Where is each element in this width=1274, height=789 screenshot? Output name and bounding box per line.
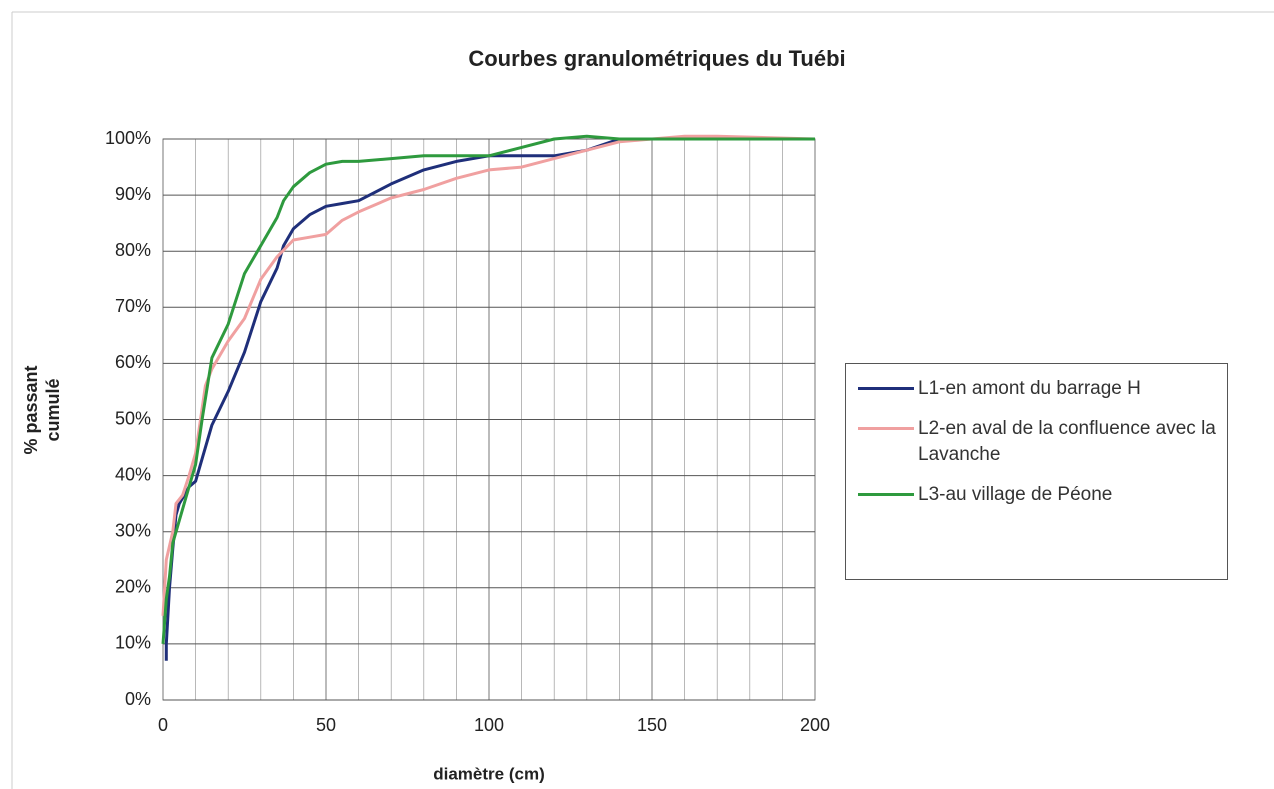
legend-swatch <box>858 493 914 496</box>
legend-label: L1-en amont du barrage H <box>918 378 1141 399</box>
y-tick-label: 70% <box>115 296 151 316</box>
y-tick-label: 90% <box>115 184 151 204</box>
y-tick-label: 0% <box>125 689 151 709</box>
x-axis-label: diamètre (cm) <box>433 764 544 783</box>
x-tick-label: 200 <box>800 715 830 735</box>
y-tick-label: 50% <box>115 408 151 428</box>
y-tick-label: 40% <box>115 464 151 484</box>
legend-entry: L1-en amont du barrage H <box>858 376 1217 402</box>
x-tick-label: 100 <box>474 715 504 735</box>
legend-entry: L3-au village de Péone <box>858 482 1217 508</box>
x-tick-label: 50 <box>316 715 336 735</box>
y-tick-label: 30% <box>115 520 151 540</box>
legend-label: L3-au village de Péone <box>918 484 1113 505</box>
legend: L1-en amont du barrage H L2-en aval de la… <box>845 363 1228 580</box>
y-tick-label: 100% <box>105 128 151 148</box>
x-tick-label: 150 <box>637 715 667 735</box>
legend-entry: L2-en aval de la confluence avec la Lava… <box>858 416 1217 468</box>
y-tick-label: 80% <box>115 240 151 260</box>
legend-swatch <box>858 387 914 390</box>
legend-label: L2-en aval de la confluence avec la Lava… <box>918 418 1216 465</box>
series-line <box>161 134 816 616</box>
legend-swatch <box>858 427 914 430</box>
y-tick-label: 10% <box>115 633 151 653</box>
y-axis-label: % passant cumulé <box>21 365 63 455</box>
x-tick-label: 0 <box>158 715 168 735</box>
y-tick-label: 60% <box>115 352 151 372</box>
y-tick-label: 20% <box>115 577 151 597</box>
chart-title: Courbes granulométriques du Tuébi <box>468 46 845 71</box>
series-line <box>161 134 815 645</box>
